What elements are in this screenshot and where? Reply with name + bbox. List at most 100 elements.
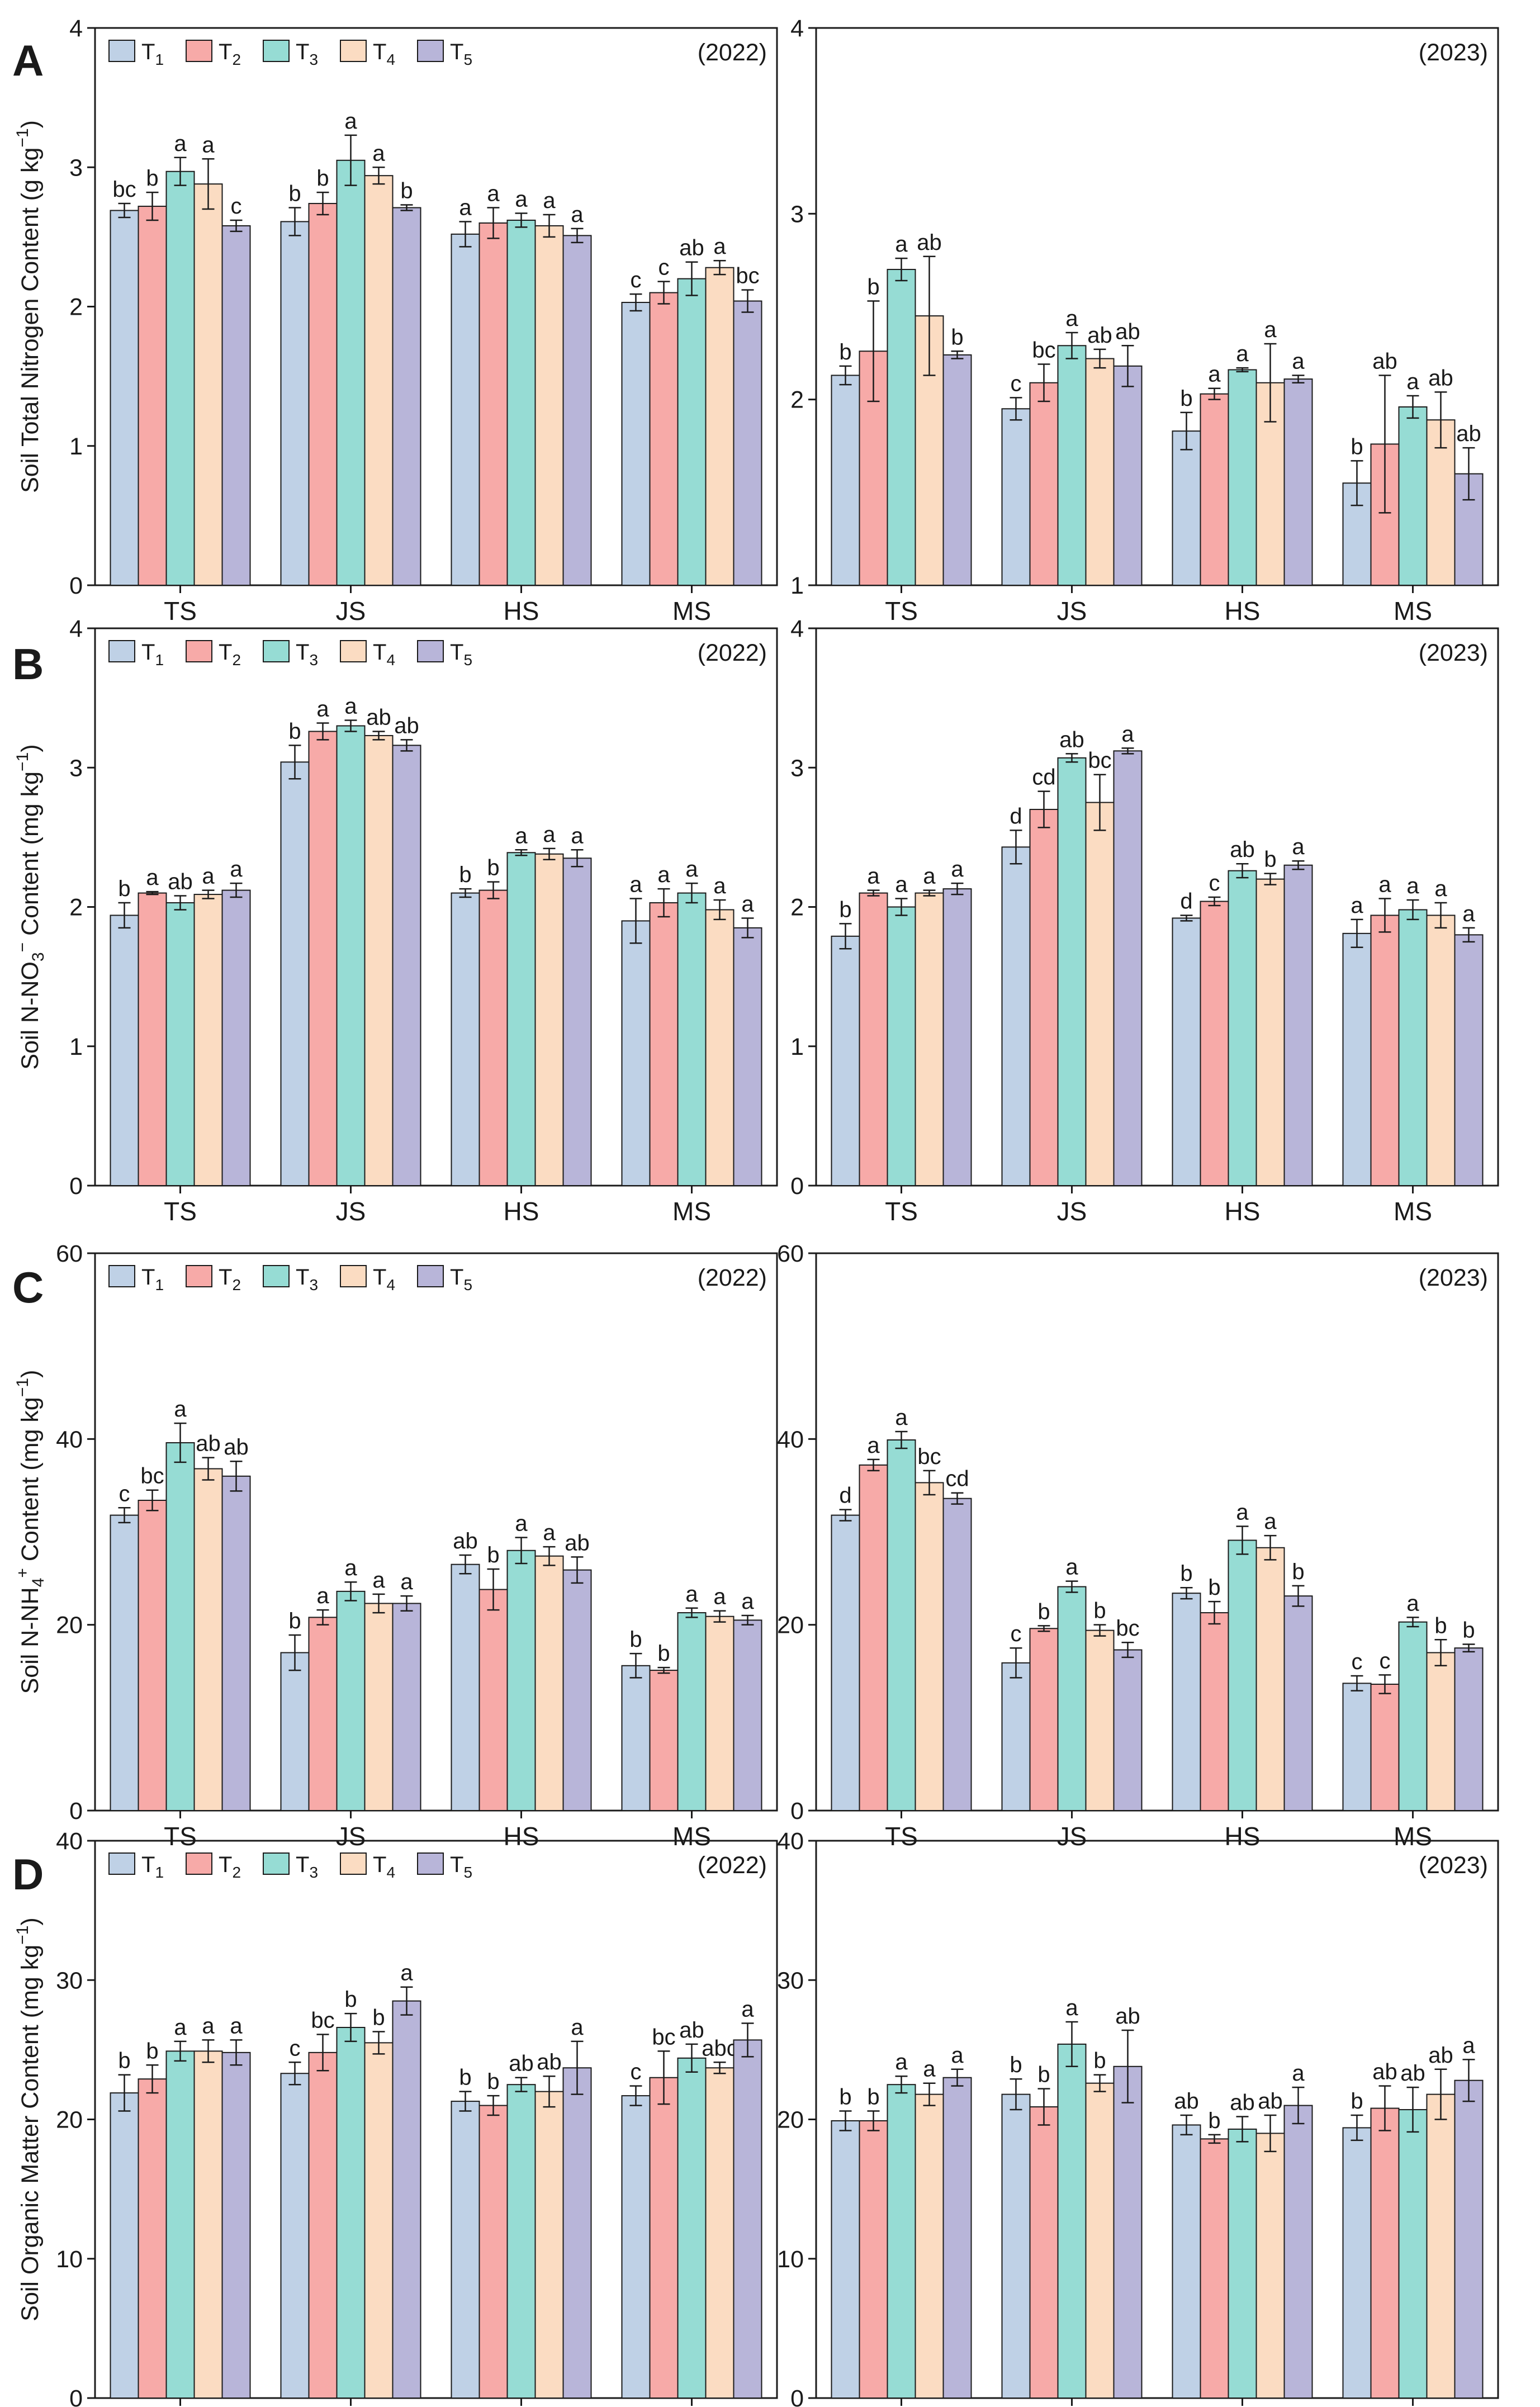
legend-label-text: T: [373, 1852, 386, 1877]
y-tick-label: 20: [56, 2107, 83, 2134]
bar: [1370, 2107, 1400, 2399]
bar: [392, 207, 421, 586]
bar: [478, 1589, 508, 1812]
legend-label-text: T: [450, 1852, 463, 1877]
bar: [705, 909, 735, 1186]
legend-swatch: [340, 40, 367, 62]
significance-label: b: [487, 856, 499, 880]
significance-label: a: [895, 1405, 908, 1430]
bar: [1342, 482, 1372, 586]
significance-label: a: [515, 823, 528, 848]
y-tick-label: 0: [69, 572, 83, 599]
significance-label: b: [657, 1641, 670, 1666]
y-tick-label: 1: [69, 1034, 83, 1060]
y-tick-label: 2: [69, 294, 83, 321]
bar: [705, 267, 735, 586]
bar: [1228, 369, 1257, 586]
significance-label: a: [629, 873, 642, 897]
significance-label: a: [344, 109, 357, 134]
bar: [392, 1603, 421, 1811]
bar: [831, 935, 860, 1187]
significance-label: a: [685, 857, 698, 882]
x-tick-label: TS: [885, 596, 918, 626]
chart-d-left: 010203040TSbbaaaJScbcbbaHSbbababaMScbcab…: [12, 1828, 778, 2407]
year-label: (2022): [698, 1852, 767, 1879]
bar: [1228, 2128, 1257, 2399]
bar: [562, 857, 592, 1186]
x-tick-label: MS: [1394, 1197, 1432, 1226]
significance-label: a: [174, 2015, 187, 2040]
bar: [1283, 1595, 1313, 1812]
legend-label: T1: [141, 1852, 164, 1881]
y-axis-title-part: ): [17, 1370, 44, 1378]
bar: [1255, 1547, 1285, 1811]
legend-label: T4: [373, 40, 395, 68]
y-tick-label: 1: [790, 1034, 804, 1060]
bar: [859, 892, 888, 1186]
significance-label: b: [1434, 1613, 1447, 1638]
legend-label: T2: [219, 40, 241, 68]
y-axis-title-part: Soil Total Nitrogen Content (g kg: [17, 148, 44, 493]
x-tick-label: MS: [672, 1822, 711, 1851]
bar: [649, 2077, 679, 2399]
significance-label: b: [1264, 847, 1276, 872]
bar: [336, 1590, 366, 1811]
significance-label: a: [316, 696, 329, 721]
chart-d-right: 010203040TSbbaaaJSbbababHSabbababaMSbaba…: [777, 1828, 1499, 2407]
significance-label: b: [1351, 2089, 1363, 2114]
significance-label: a: [1462, 2033, 1475, 2058]
legend-label-subscript: 3: [309, 651, 318, 669]
bar: [1001, 846, 1031, 1186]
bar: [534, 1555, 564, 1812]
bar: [506, 852, 536, 1186]
significance-label: a: [741, 892, 754, 916]
legend-label-text: T: [450, 1265, 463, 1290]
legend-label-text: T: [296, 640, 309, 665]
y-tick-label: 0: [790, 1798, 804, 1825]
legend-label-text: T: [219, 40, 232, 64]
significance-label: ab: [509, 2051, 534, 2076]
year-label: (2023): [1419, 1264, 1488, 1291]
significance-label: b: [146, 166, 158, 191]
y-tick-label: 10: [56, 2246, 83, 2273]
bar: [280, 221, 310, 586]
significance-label: b: [487, 2069, 499, 2094]
legend-label-subscript: 1: [155, 651, 164, 669]
legend-label-subscript: 5: [463, 1276, 472, 1293]
significance-label: a: [515, 187, 528, 212]
legend-swatch: [108, 640, 135, 662]
significance-label: a: [1406, 369, 1419, 394]
bar: [1001, 2093, 1031, 2399]
legend-label-text: T: [450, 640, 463, 665]
significance-label: cd: [1032, 765, 1055, 790]
bar: [221, 225, 251, 586]
significance-label: a: [316, 1584, 329, 1608]
bar: [534, 225, 564, 586]
bar: [1228, 870, 1257, 1186]
bar: [1057, 2043, 1087, 2399]
bar: [621, 920, 651, 1187]
bar: [221, 1475, 251, 1812]
significance-label: a: [202, 2013, 215, 2038]
bar: [308, 203, 338, 586]
significance-label: a: [1236, 1500, 1249, 1525]
legend-label-text: T: [296, 1265, 309, 1290]
y-axis-title-part: −1: [13, 1926, 32, 1945]
significance-label: ab: [1115, 2004, 1140, 2029]
bar: [677, 2057, 707, 2399]
significance-label: b: [951, 325, 963, 349]
x-tick-label: TS: [885, 1197, 918, 1226]
significance-label: a: [1065, 1555, 1078, 1580]
bar: [1113, 365, 1143, 586]
bar: [336, 2026, 366, 2399]
y-tick-label: 20: [56, 1612, 83, 1639]
bar: [1029, 809, 1059, 1186]
x-tick-label: JS: [336, 1822, 366, 1851]
significance-label: b: [1180, 386, 1192, 411]
significance-label: b: [372, 2005, 385, 2030]
bar: [364, 735, 394, 1186]
bar: [831, 2120, 860, 2399]
